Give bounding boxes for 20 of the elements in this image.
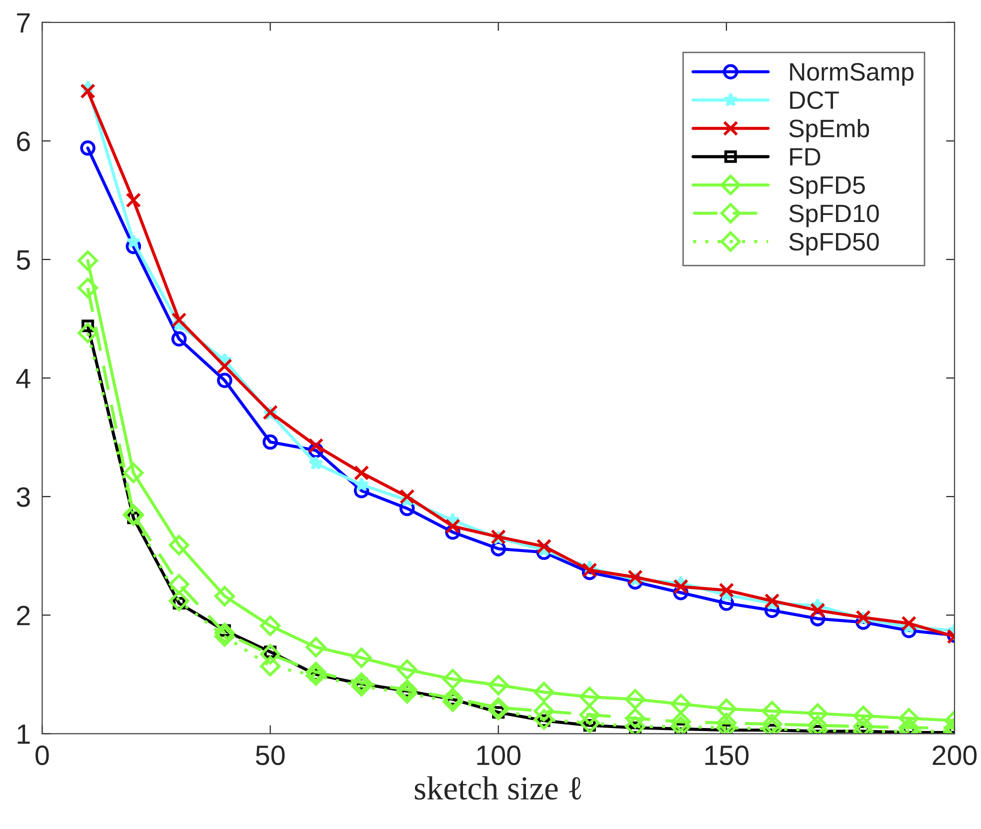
x-tick-label: 200 (932, 746, 977, 766)
legend-label: SpFD5 (789, 176, 865, 199)
y-tick-label: 3 (16, 487, 30, 507)
legend-label: FD (790, 148, 820, 166)
y-tick-label: 4 (16, 368, 30, 388)
legend-label: SpFD50 (789, 232, 879, 256)
x-axis-title: sketch size ℓ (414, 776, 582, 800)
y-tick-label: 6 (17, 132, 30, 152)
x-tick-label: 150 (705, 746, 749, 766)
x-tick-label: 0 (36, 746, 49, 766)
legend-label: NormSamp (790, 63, 914, 86)
x-tick-label: 100 (477, 746, 520, 766)
legend-label: SpEmb (789, 118, 870, 142)
y-tick-label: 2 (17, 606, 30, 626)
legend-label: DCT (790, 91, 839, 110)
x-tick-label: 50 (256, 746, 285, 766)
legend-label: SpFD10 (789, 204, 879, 228)
y-tick-label: 7 (17, 13, 30, 32)
y-tick-label: 1 (18, 724, 30, 744)
y-tick-label: 5 (16, 250, 30, 270)
